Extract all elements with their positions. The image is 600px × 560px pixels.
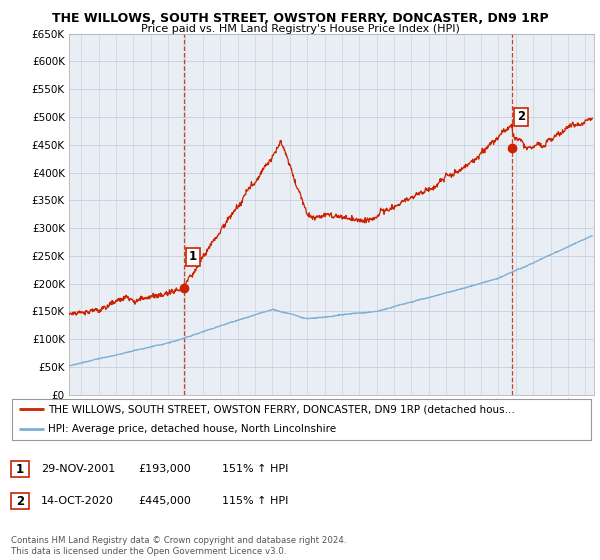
Text: Contains HM Land Registry data © Crown copyright and database right 2024.
This d: Contains HM Land Registry data © Crown c… bbox=[11, 536, 346, 556]
Text: THE WILLOWS, SOUTH STREET, OWSTON FERRY, DONCASTER, DN9 1RP (detached hous…: THE WILLOWS, SOUTH STREET, OWSTON FERRY,… bbox=[48, 404, 515, 414]
Text: HPI: Average price, detached house, North Lincolnshire: HPI: Average price, detached house, Nort… bbox=[48, 424, 336, 434]
Text: 1: 1 bbox=[16, 463, 24, 476]
Text: 151% ↑ HPI: 151% ↑ HPI bbox=[222, 464, 289, 474]
Text: 2: 2 bbox=[517, 110, 525, 123]
Text: THE WILLOWS, SOUTH STREET, OWSTON FERRY, DONCASTER, DN9 1RP: THE WILLOWS, SOUTH STREET, OWSTON FERRY,… bbox=[52, 12, 548, 25]
Text: 1: 1 bbox=[188, 250, 197, 264]
Text: Price paid vs. HM Land Registry's House Price Index (HPI): Price paid vs. HM Land Registry's House … bbox=[140, 24, 460, 34]
Text: £445,000: £445,000 bbox=[138, 496, 191, 506]
Text: 115% ↑ HPI: 115% ↑ HPI bbox=[222, 496, 289, 506]
Text: £193,000: £193,000 bbox=[138, 464, 191, 474]
Text: 29-NOV-2001: 29-NOV-2001 bbox=[41, 464, 115, 474]
Text: 2: 2 bbox=[16, 494, 24, 508]
Text: 14-OCT-2020: 14-OCT-2020 bbox=[41, 496, 113, 506]
